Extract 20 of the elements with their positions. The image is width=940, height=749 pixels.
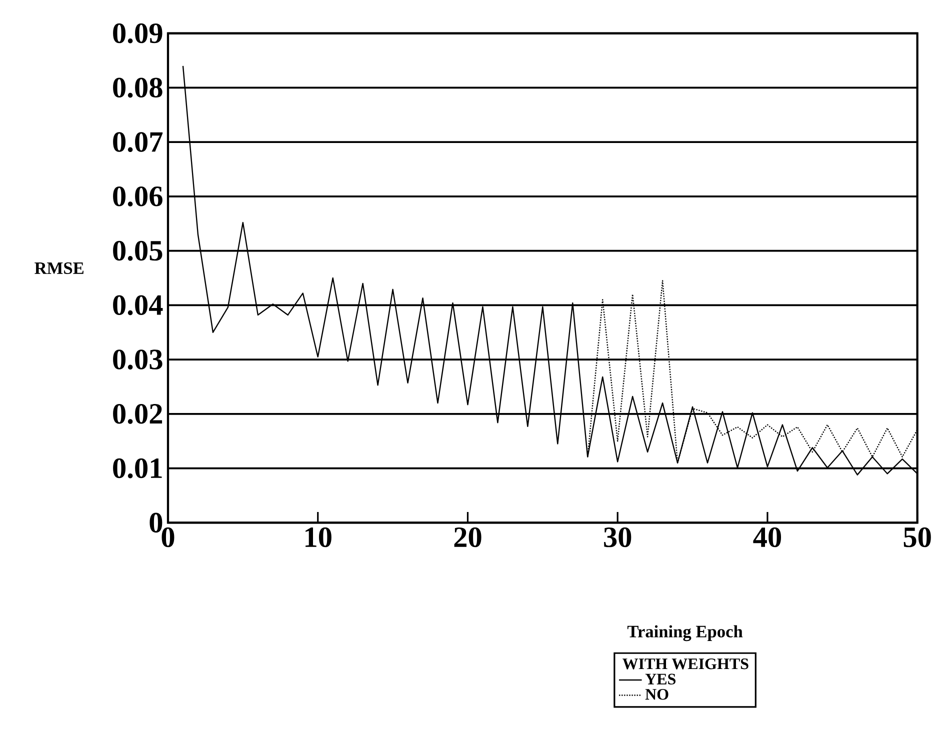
y-tick-label: 0 xyxy=(150,512,162,532)
y-tick-label: 0.02 xyxy=(113,404,162,424)
y-tick-label: 0.07 xyxy=(113,132,163,152)
legend-title: WITH WEIGHTS xyxy=(622,658,748,670)
y-tick-label: 0.09 xyxy=(113,23,162,44)
x-tick-label: 30 xyxy=(604,527,632,548)
x-tick-label: 20 xyxy=(454,527,482,548)
legend-label: YES xyxy=(645,674,676,684)
y-tick-label: 0.08 xyxy=(113,78,162,98)
y-axis-title: RMSE xyxy=(34,262,84,274)
x-tick-label: 50 xyxy=(904,527,931,548)
x-tick-label: 10 xyxy=(306,527,332,548)
x-axis-title: Training Epoch xyxy=(627,625,743,641)
legend-label: NO xyxy=(645,688,668,700)
y-tick-label: 0.04 xyxy=(113,295,163,315)
y-tick-label: 0.01 xyxy=(113,458,162,478)
y-tick-label: 0.06 xyxy=(113,186,162,206)
y-tick-label: 0.05 xyxy=(113,240,162,261)
y-tick-label: 0.03 xyxy=(113,349,162,370)
x-tick-label: 40 xyxy=(753,527,782,548)
